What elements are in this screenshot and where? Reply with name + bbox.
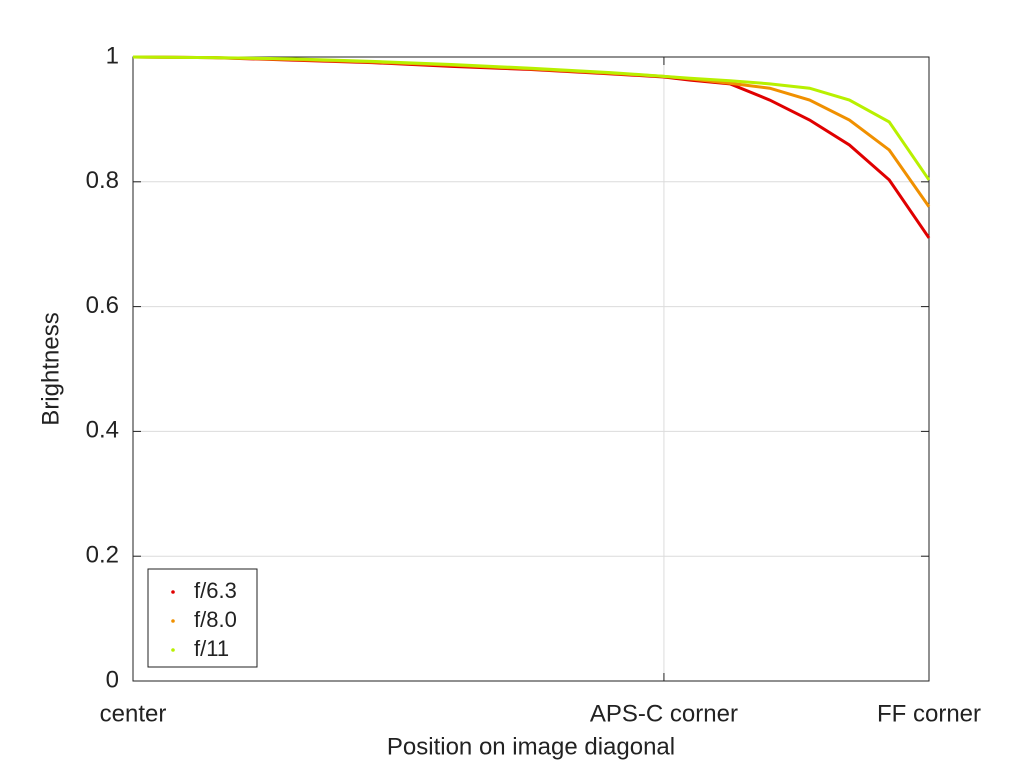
x-axis-label: Position on image diagonal — [387, 733, 675, 760]
plot-frame — [132, 56, 930, 682]
legend-box — [147, 568, 258, 668]
y-tick-label: 0 — [106, 666, 119, 693]
x-tick-label: center — [100, 700, 167, 727]
legend-marker — [171, 590, 175, 594]
x-tick-label: FF corner — [877, 700, 981, 727]
y-tick-label: 0.8 — [86, 167, 119, 194]
legend-label: f/8.0 — [194, 607, 237, 632]
legend-marker — [171, 648, 175, 652]
y-axis-label: Brightness — [37, 312, 64, 425]
legend-label: f/6.3 — [194, 578, 237, 603]
legend-label: f/11 — [194, 636, 229, 661]
y-tick-label: 0.6 — [86, 292, 119, 319]
y-tick-label: 0.2 — [86, 542, 119, 569]
y-tick-label: 1 — [106, 42, 119, 69]
data-line — [132, 55, 931, 181]
x-tick-label: APS-C corner — [590, 700, 738, 727]
legend-marker — [171, 619, 175, 623]
y-tick-label: 0.4 — [86, 417, 119, 444]
